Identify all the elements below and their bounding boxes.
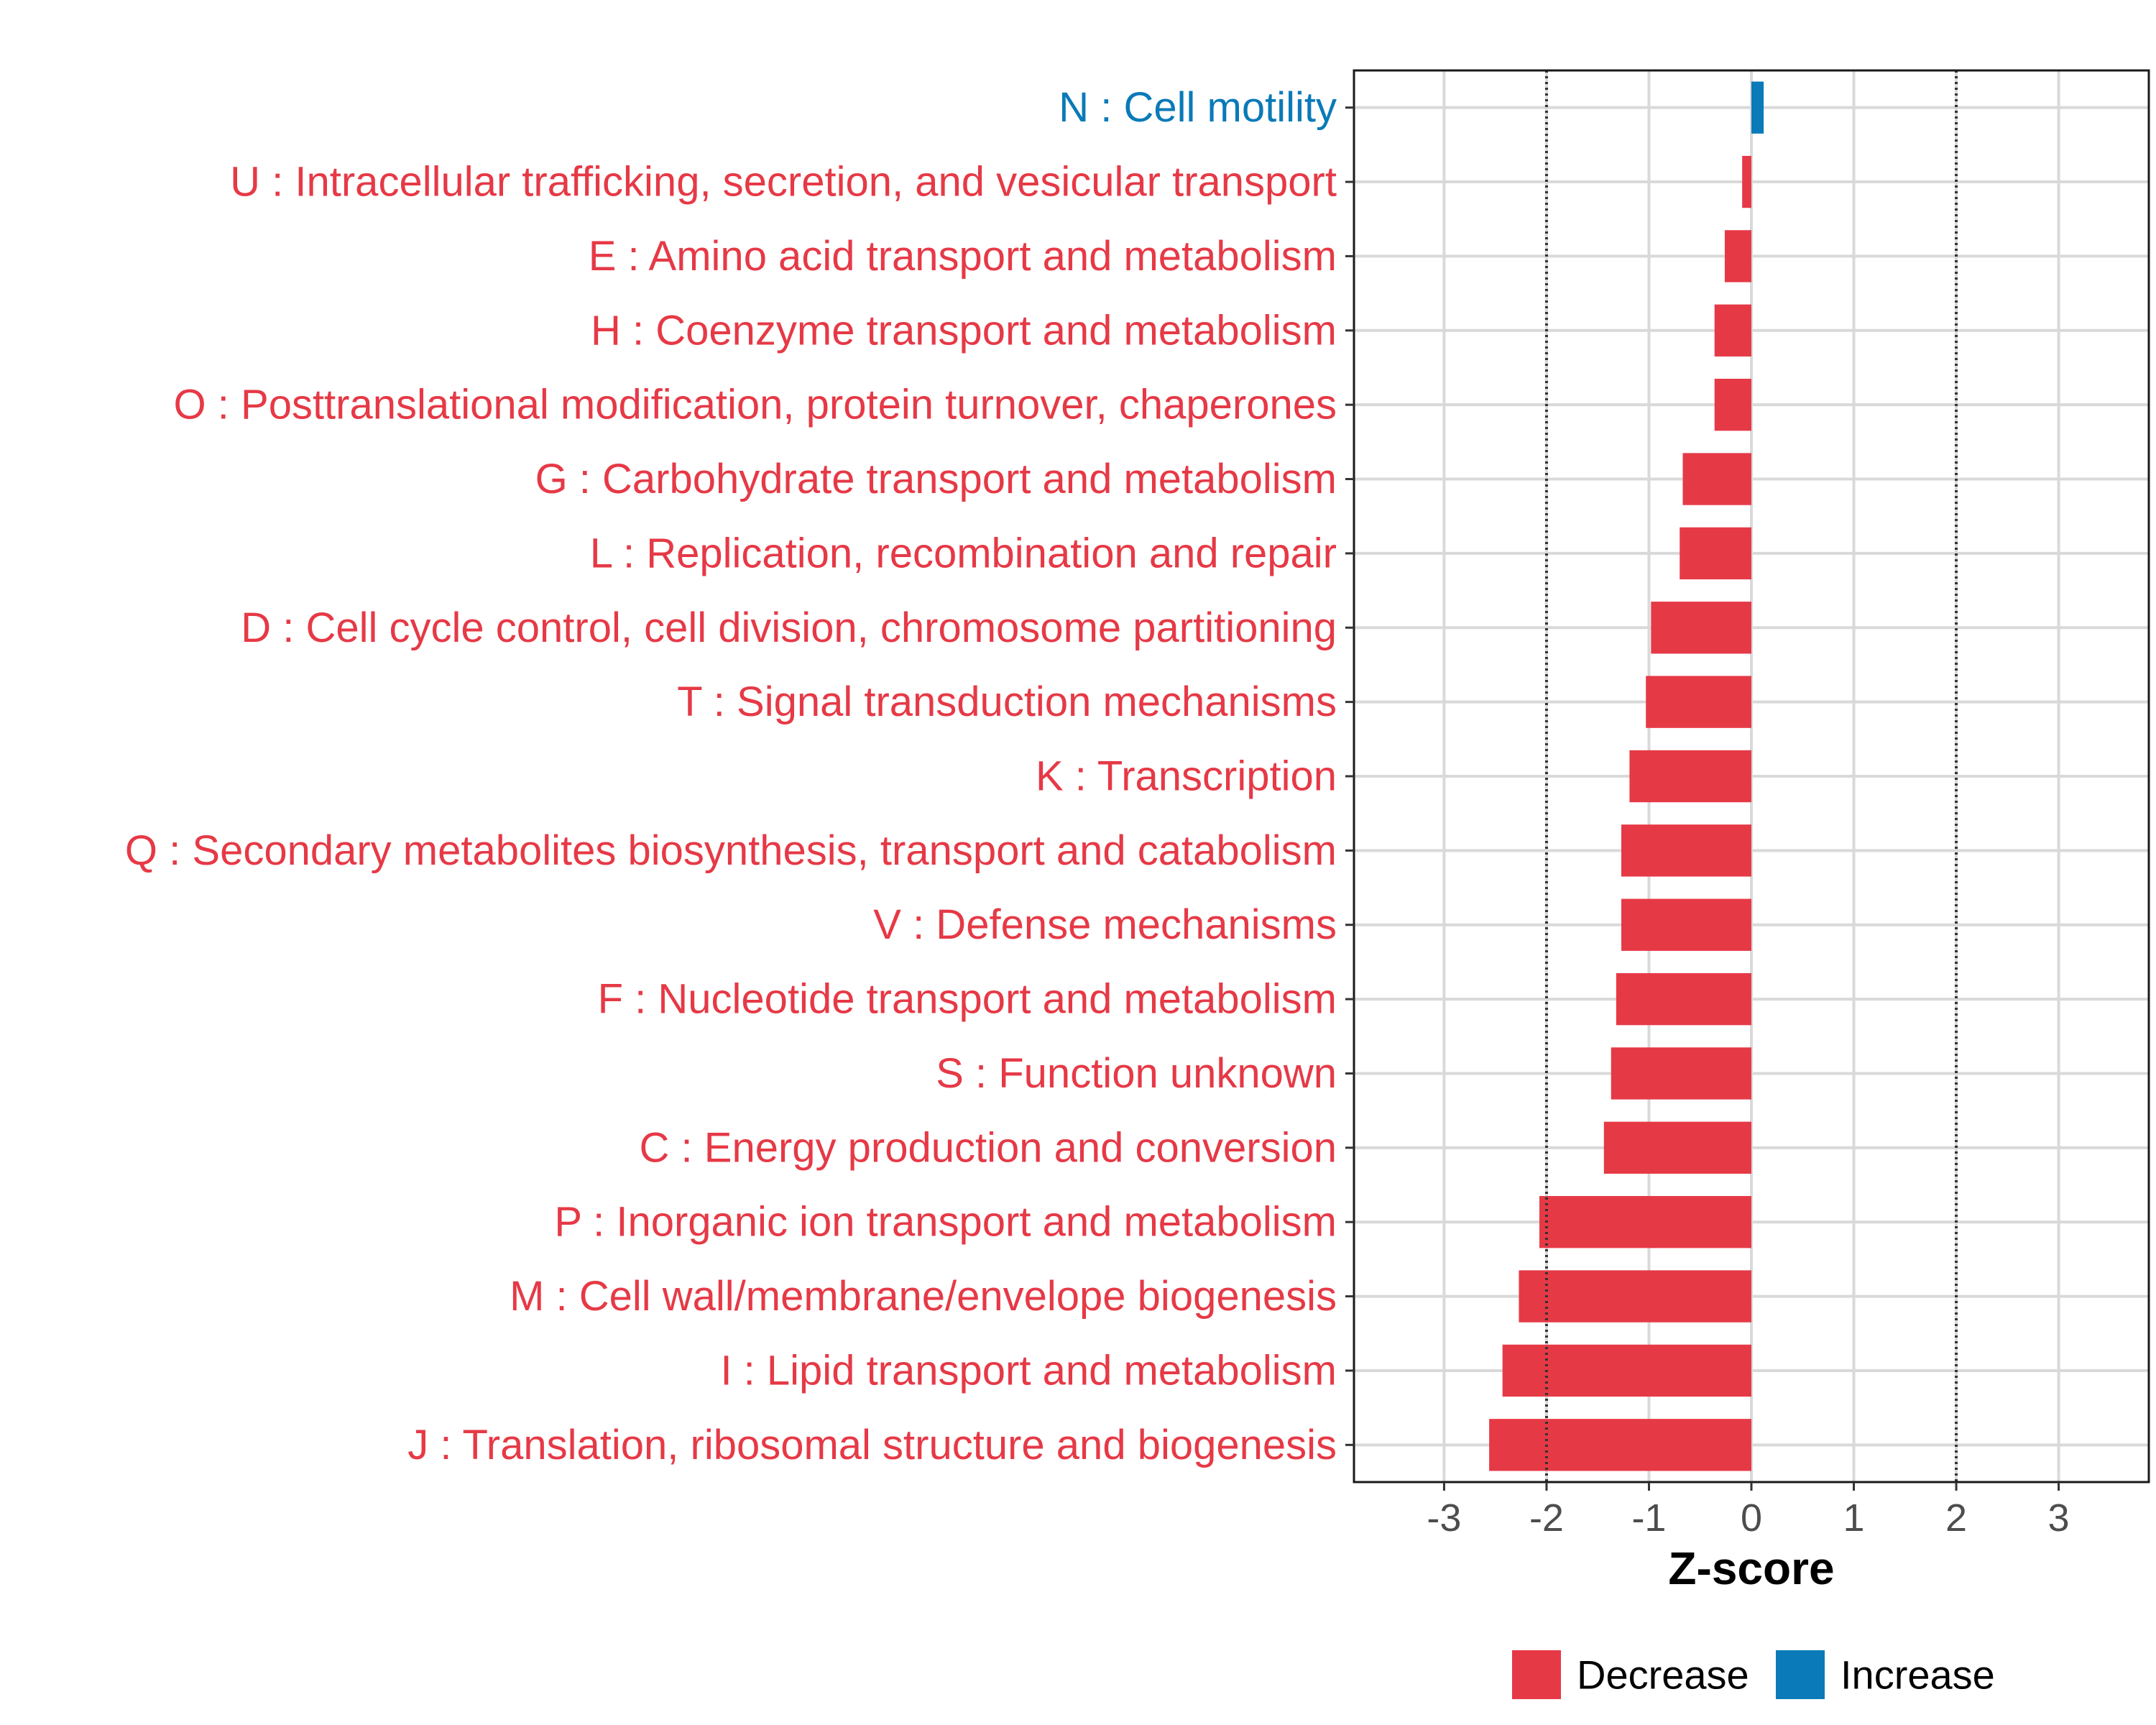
x-tick-label: 1 — [1843, 1496, 1865, 1540]
category-label: I : Lipid transport and metabolism — [720, 1347, 1337, 1394]
category-label: V : Defense mechanisms — [873, 901, 1337, 948]
bar — [1742, 155, 1751, 208]
x-tick-label: -2 — [1529, 1496, 1564, 1540]
bar — [1724, 230, 1751, 282]
x-tick-label: -3 — [1427, 1496, 1461, 1540]
bar — [1519, 1270, 1751, 1322]
category-label: U : Intracellular trafficking, secretion… — [230, 159, 1337, 206]
category-label: L : Replication, recombination and repai… — [590, 530, 1337, 576]
category-label: J : Translation, ribosomal structure and… — [407, 1422, 1337, 1468]
bar — [1651, 602, 1751, 654]
bar — [1714, 378, 1751, 431]
category-label: F : Nucleotide transport and metabolism — [598, 976, 1337, 1023]
bar — [1680, 527, 1751, 580]
legend: Decrease Increase — [1512, 1650, 1995, 1699]
category-label: G : Carbohydrate transport and metabolis… — [535, 456, 1337, 502]
category-label: C : Energy production and conversion — [640, 1124, 1337, 1171]
y-axis-ticks: N : Cell motility U : Intracellular traff… — [125, 84, 1354, 1468]
x-tick-label: 2 — [1945, 1496, 1967, 1540]
bar — [1646, 676, 1751, 728]
bar — [1621, 824, 1751, 877]
category-label: H : Coenzyme transport and metabolism — [591, 307, 1337, 354]
category-label: T : Signal transduction mechanisms — [677, 678, 1337, 725]
x-axis-title: Z-score — [1668, 1542, 1834, 1594]
bar — [1621, 898, 1751, 951]
x-axis-ticks: -3 -2 -1 0 1 2 3 — [1427, 1482, 2070, 1540]
category-label: K : Transcription — [1036, 753, 1337, 800]
category-label: E : Amino acid transport and metabolism — [589, 233, 1337, 280]
legend-swatch — [1776, 1650, 1825, 1699]
bar — [1629, 750, 1751, 803]
bar — [1682, 453, 1751, 505]
category-label: S : Function unknown — [936, 1050, 1337, 1097]
bar — [1714, 304, 1751, 356]
bar — [1489, 1419, 1751, 1471]
legend-label: Decrease — [1577, 1652, 1749, 1698]
x-tick-label: 3 — [2048, 1496, 2070, 1540]
legend-label: Increase — [1841, 1652, 1995, 1698]
legend-swatch — [1512, 1650, 1561, 1699]
bars — [1489, 81, 1764, 1471]
bar — [1539, 1196, 1751, 1248]
bar — [1603, 1121, 1751, 1174]
x-tick-label: 0 — [1741, 1496, 1762, 1540]
category-label: M : Cell wall/membrane/envelope biogenes… — [510, 1273, 1337, 1320]
x-tick-label: -1 — [1631, 1496, 1666, 1540]
category-label: N : Cell motility — [1059, 84, 1337, 131]
bar — [1616, 972, 1751, 1026]
bar — [1751, 81, 1764, 134]
category-label: O : Posttranslational modification, prot… — [174, 382, 1337, 428]
category-label: Q : Secondary metabolites biosynthesis, … — [125, 827, 1337, 874]
bar — [1502, 1344, 1751, 1397]
category-label: P : Inorganic ion transport and metaboli… — [554, 1199, 1337, 1246]
category-label: D : Cell cycle control, cell division, c… — [241, 604, 1337, 651]
bar — [1611, 1047, 1751, 1100]
